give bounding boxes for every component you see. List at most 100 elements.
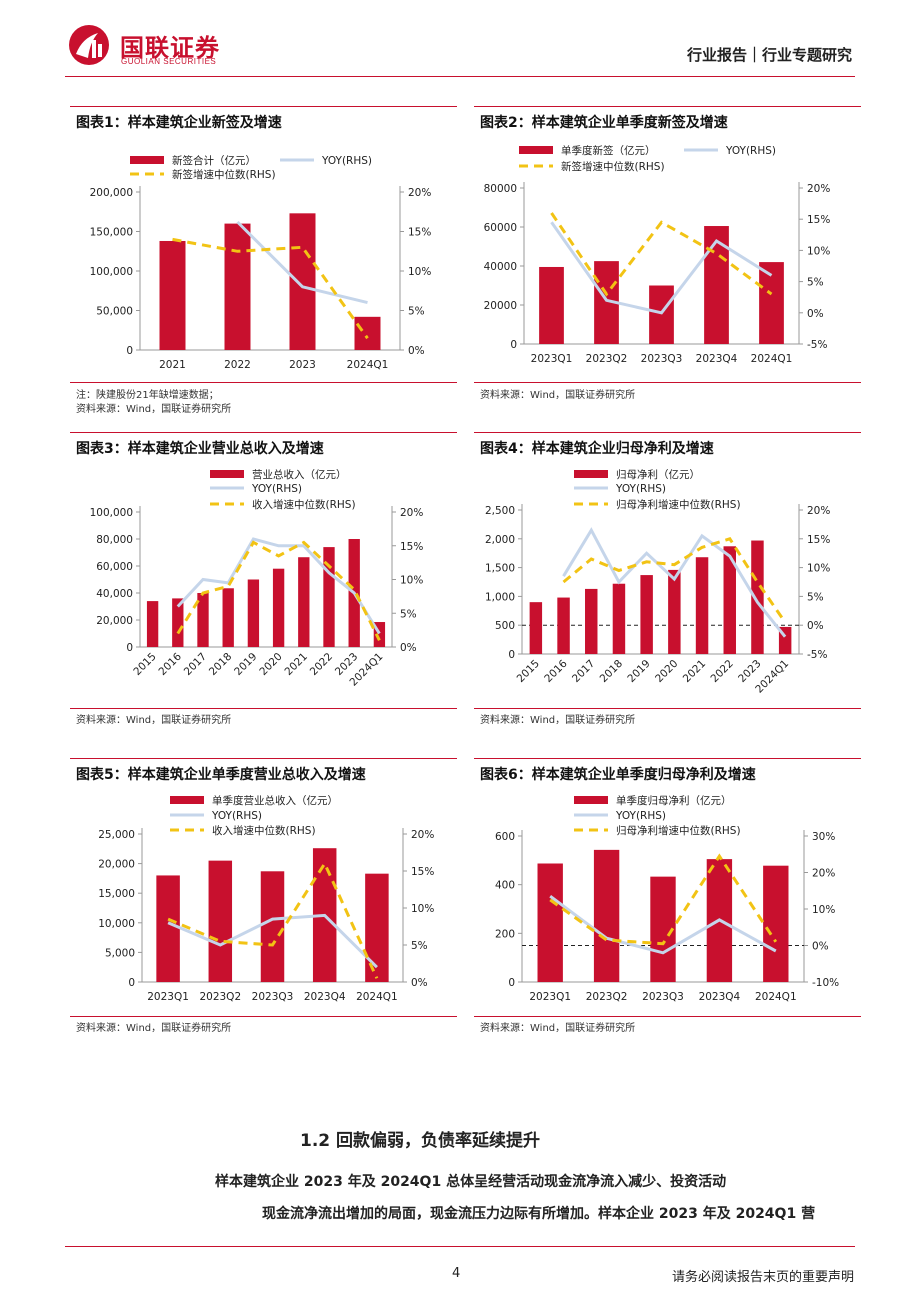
left-tick-label: 0 [508,977,515,989]
legend-label: YOY(RHS) [251,483,302,495]
x-tick-label: 2022 [708,658,735,685]
right-tick-label: 15% [411,866,434,878]
bar-2023Q3 [260,871,285,982]
bar-2015 [146,601,159,647]
left-tick-label: 0 [126,345,133,357]
left-tick-label: 5,000 [105,947,135,959]
right-tick-label: 10% [807,245,830,257]
legend-label: 归母净利增速中位数(RHS) [616,498,741,511]
right-tick-label: 0% [807,308,824,320]
yoy-line [176,537,381,635]
chart-panel-6: 图表6：样本建筑企业单季度归母净利及增速 0 200 400 600 -10% 0% 10%… [474,758,861,1036]
header-divider [65,76,855,77]
left-tick-label: 0 [508,649,515,661]
median-growth-line [549,853,778,946]
left-tick-label: 100,000 [90,507,133,519]
right-tick-label: -5% [807,339,827,351]
chart-source: 资料来源：Wind，国联证券研究所 [76,1023,232,1034]
x-tick-label: 2023Q2 [586,353,628,365]
x-tick-label: 2022 [224,359,251,371]
legend-label: YOY(RHS) [725,145,776,157]
right-tick-label: 5% [807,277,824,289]
chart-source: 资料来源：Wind，国联证券研究所 [480,1023,636,1034]
left-tick-label: 50,000 [96,306,133,318]
chart-title: 图表1：样本建筑企业新签及增速 [76,115,282,131]
chart-2-svg: 0 20000 40000 60000 80000 -5% 0% 5% 10% 15% 20% 202… [484,144,831,365]
legend-label: YOY(RHS) [211,810,262,822]
right-tick-label: 15% [408,227,431,239]
right-tick-label: 5% [400,608,417,620]
left-tick-label: 600 [495,831,515,843]
x-tick-label: 2016 [157,650,185,678]
legend-label: 收入增速中位数(RHS) [252,498,356,511]
yoy-line [167,913,378,969]
right-tick-label: -10% [812,977,839,989]
left-tick-label: 0 [128,977,135,989]
left-tick-label: 40000 [484,261,517,273]
bar-2024Q1 [763,865,789,982]
right-tick-label: 20% [411,829,434,841]
right-tick-label: 20% [812,868,835,880]
body-paragraph-line-2: 现金流净流出增加的局面，现金流压力边际有所增加。样本企业 2023 年及 202… [262,1206,816,1222]
body-paragraph-line-1: 样本建筑企业 2023 年及 2024Q1 总体呈经营活动现金流净流入减少、投资… [215,1174,727,1190]
x-tick-label: 2016 [542,657,570,685]
bar-2023Q1 [537,863,563,982]
bar-2020 [668,569,681,654]
section-heading: 1.2 回款偏弱，负债率延续提升 [300,1131,541,1151]
bar-2022 [723,546,736,654]
chart-note: 注：陕建股份21年缺增速数据； [76,390,219,401]
chart-5-svg: 0 5,000 10,000 15,000 20,000 25,000 0% 5% 10% 15%… [98,794,434,1003]
left-tick-label: 150,000 [90,227,133,239]
bar-2018 [222,588,234,647]
x-tick-label: 2024Q1 [751,353,793,365]
legend-label: 单季度营业总收入（亿元） [212,794,338,807]
x-tick-label: 2023Q3 [252,991,294,1003]
chart-6-svg: 0 200 400 600 -10% 0% 10% 20% 30% 2023Q1 2023Q2 202… [495,794,839,1003]
chart-bottom-line [474,1016,861,1017]
left-tick-label: 0 [126,642,133,654]
left-tick-label: 0 [510,339,517,351]
right-tick-label: 0% [400,642,417,654]
chart-top-line [70,432,457,433]
chart-source: 资料来源：Wind，国联证券研究所 [480,715,636,726]
bar-2023Q3 [649,285,674,344]
x-tick-label: 2023Q2 [586,991,628,1003]
left-tick-label: 80000 [484,183,517,195]
x-tick-label: 2019 [625,658,652,685]
legend-swatch-bar [519,146,553,154]
x-tick-label: 2018 [598,658,625,685]
chart-panel-5: 图表5：样本建筑企业单季度营业总收入及增速 0 5,000 10,000 15,000… [70,758,457,1036]
right-tick-label: -5% [807,649,827,661]
median-growth-line [562,537,787,624]
bar-2017 [197,593,209,647]
bar-2019 [640,575,653,654]
legend-swatch-bar [574,796,608,804]
chart-bottom-line [474,708,861,709]
right-tick-label: 20% [807,183,830,195]
bar-2023Q2 [593,849,620,982]
median-growth-line [176,540,381,641]
bar-2024Q1 [373,622,386,647]
right-tick-label: 15% [400,541,423,553]
chart-3-svg: 0 20,000 40,000 60,000 80,000 100,000 0% 5% 10% 1… [90,468,424,689]
x-tick-label: 2015 [515,658,542,685]
yoy-line [549,894,777,955]
left-tick-label: 100,000 [90,266,133,278]
x-tick-label: 2017 [570,658,597,685]
chart-4-svg: 0 500 1,000 1,500 2,000 2,500 -5% 0% 5% 10% 15% 20%… [485,468,830,696]
left-tick-label: 1,500 [485,563,515,575]
bar-2021 [159,240,186,350]
left-tick-label: 200 [495,928,515,940]
median-growth-line [167,860,379,979]
bar-2016 [172,598,184,647]
right-tick-label: 10% [807,563,830,575]
x-tick-label: 2023Q4 [304,991,346,1003]
bar-2019 [247,579,260,647]
page-number: 4 [452,1266,461,1281]
x-tick-label: 2023Q1 [529,991,571,1003]
chart-title: 图表2：样本建筑企业单季度新签及增速 [480,115,728,131]
bar-2023Q4 [704,226,729,344]
bar-2023 [289,213,316,350]
left-tick-label: 15,000 [98,888,135,900]
bar-2015 [529,602,543,654]
